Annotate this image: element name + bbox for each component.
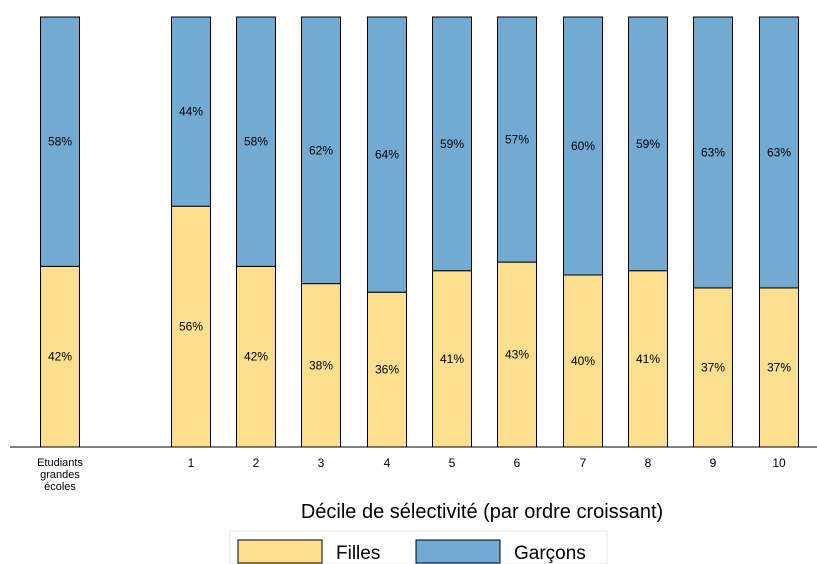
x-tick-label-8: 8 [645,456,652,470]
bar-garcons-1 [171,16,211,207]
data-label-garcons-10: 63% [767,145,791,159]
x-tick-label-6: 6 [514,456,521,470]
legend-label-garcons: Garçons [514,543,586,564]
data-label-garcons-7: 60% [571,139,595,153]
x-tick-label-9: 9 [710,456,717,470]
data-label-filles-6: 43% [505,348,529,362]
legend: Filles Garçons [229,530,608,564]
data-label-filles-5: 41% [440,352,464,366]
data-label-filles-8: 41% [636,352,660,366]
legend-swatch-garcons [415,539,501,564]
bar-garcons-4 [367,16,407,293]
data-label-garcons-5: 59% [440,137,464,151]
data-label-garcons-3: 62% [309,143,333,157]
x-tick-label-3: 3 [318,456,325,470]
x-tick-label-0-line-0: Etudiants [37,457,83,469]
x-tick-label-0-line-1: grandes [40,469,80,481]
x-tick-label-10: 10 [772,456,786,470]
x-tick-label-4: 4 [384,456,391,470]
legend-swatch-filles [237,539,323,564]
x-tick-label-2: 2 [253,456,260,470]
data-label-garcons-2: 58% [244,135,268,149]
bar-filles-8 [628,270,668,448]
bar-garcons-7 [563,16,603,276]
data-label-garcons-4: 64% [375,148,399,162]
bar-filles-10 [759,287,799,448]
bar-garcons-6 [497,16,537,263]
bar-garcons-10 [759,16,799,289]
data-label-filles-9: 37% [701,360,725,374]
bar-filles-9 [693,287,733,448]
data-label-filles-0: 42% [48,350,72,364]
data-label-garcons-1: 44% [179,105,203,119]
bars-group: 42% 58% 56% 44% 42% 58% 38% 62% 36% 64% 41% 59% 43% 5… [40,16,799,448]
x-tick-label-7: 7 [580,456,587,470]
x-tick-label-0-line-2: écoles [44,481,76,493]
bar-garcons-5 [432,16,472,272]
x-tick-label-1: 1 [188,456,195,470]
data-label-garcons-9: 63% [701,145,725,159]
data-label-filles-4: 36% [375,363,399,377]
x-axis-title: Décile de sélectivité (par ordre croissa… [301,501,663,523]
data-label-filles-1: 56% [179,320,203,334]
x-tick-label-5: 5 [449,456,456,470]
bar-garcons-9 [693,16,733,289]
bar-filles-5 [432,270,472,448]
bar-garcons-2 [236,16,276,267]
bar-garcons-3 [301,16,341,285]
data-label-garcons-0: 58% [48,135,72,149]
data-label-filles-3: 38% [309,358,333,372]
data-label-filles-2: 42% [244,350,268,364]
data-label-garcons-6: 57% [505,133,529,147]
bar-filles-0 [40,265,80,448]
data-label-filles-10: 37% [767,360,791,374]
data-label-garcons-8: 59% [636,137,660,151]
legend-label-filles: Filles [336,543,380,564]
data-label-filles-7: 40% [571,354,595,368]
bar-garcons-0 [40,16,80,267]
bar-garcons-8 [628,16,668,272]
